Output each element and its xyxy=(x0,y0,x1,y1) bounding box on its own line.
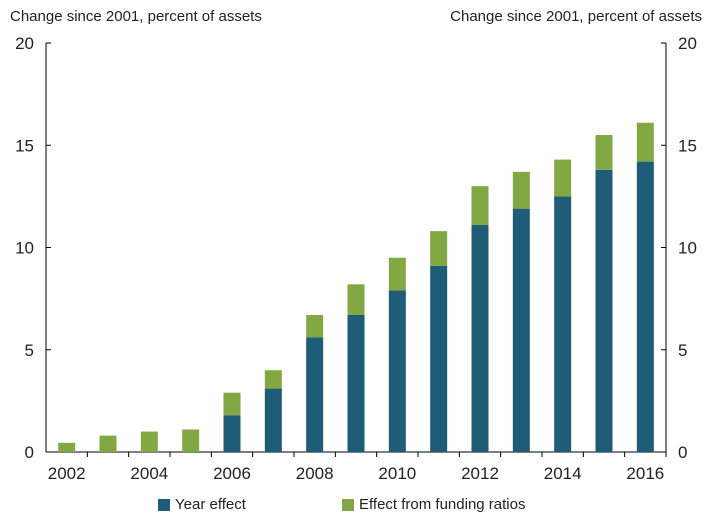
legend-swatch-year-effect xyxy=(158,498,170,511)
bar-funding-ratios-2009 xyxy=(347,284,365,315)
legend-item-year-effect: Year effect xyxy=(158,496,246,513)
y-tick-label-left: 0 xyxy=(25,443,34,462)
bar-funding-ratios-2005 xyxy=(182,429,200,452)
y-tick-label-left: 10 xyxy=(15,239,34,258)
bar-year-effect-2012 xyxy=(471,225,489,452)
bar-year-effect-2013 xyxy=(512,208,530,452)
x-tick-label: 2002 xyxy=(48,464,86,483)
bar-funding-ratios-2016 xyxy=(636,122,654,162)
y-tick-label-right: 10 xyxy=(678,239,697,258)
x-tick-label: 2004 xyxy=(130,464,168,483)
y-tick-label-right: 0 xyxy=(678,443,687,462)
legend-swatch-funding-ratios xyxy=(342,498,354,511)
right-axis-title: Change since 2001, percent of assets xyxy=(450,8,702,25)
bar-funding-ratios-2003 xyxy=(99,435,117,452)
bar-year-effect-2015 xyxy=(595,169,613,453)
bar-funding-ratios-2014 xyxy=(554,159,572,197)
bar-year-effect-2007 xyxy=(264,388,282,452)
bar-funding-ratios-2012 xyxy=(471,186,489,226)
bar-funding-ratios-2007 xyxy=(264,370,282,389)
y-tick-label-right: 5 xyxy=(678,341,687,360)
bar-year-effect-2016 xyxy=(636,161,654,453)
x-tick-label: 2016 xyxy=(626,464,664,483)
bar-year-effect-2014 xyxy=(554,196,572,452)
x-tick-label: 2010 xyxy=(378,464,416,483)
y-tick-label-left: 15 xyxy=(15,136,34,155)
legend-label-year-effect: Year effect xyxy=(175,496,246,513)
left-axis-title: Change since 2001, percent of assets xyxy=(10,8,262,25)
bar-funding-ratios-2004 xyxy=(140,431,158,452)
legend-label-funding-ratios: Effect from funding ratios xyxy=(359,496,526,513)
bar-year-effect-2010 xyxy=(388,290,406,452)
bar-year-effect-2009 xyxy=(347,314,365,452)
x-tick-label: 2012 xyxy=(461,464,499,483)
legend-item-funding-ratios: Effect from funding ratios xyxy=(342,496,525,513)
bar-year-effect-2008 xyxy=(306,337,324,452)
y-tick-label-right: 15 xyxy=(678,136,697,155)
bar-funding-ratios-2011 xyxy=(430,231,448,266)
x-tick-label: 2014 xyxy=(544,464,582,483)
y-tick-label-right: 20 xyxy=(678,34,697,53)
bar-funding-ratios-2002 xyxy=(58,442,76,452)
bar-year-effect-2011 xyxy=(430,265,448,452)
x-tick-label: 2006 xyxy=(213,464,251,483)
chart-legend: Year effect Effect from funding ratios xyxy=(0,496,714,518)
bar-funding-ratios-2010 xyxy=(388,257,406,291)
bar-funding-ratios-2015 xyxy=(595,135,613,170)
bar-funding-ratios-2013 xyxy=(512,171,530,209)
y-tick-label-left: 20 xyxy=(15,34,34,53)
x-tick-label: 2008 xyxy=(296,464,334,483)
bar-year-effect-2006 xyxy=(223,415,241,452)
y-tick-label-left: 5 xyxy=(25,341,34,360)
bar-funding-ratios-2006 xyxy=(223,392,241,416)
bar-funding-ratios-2008 xyxy=(306,314,324,338)
